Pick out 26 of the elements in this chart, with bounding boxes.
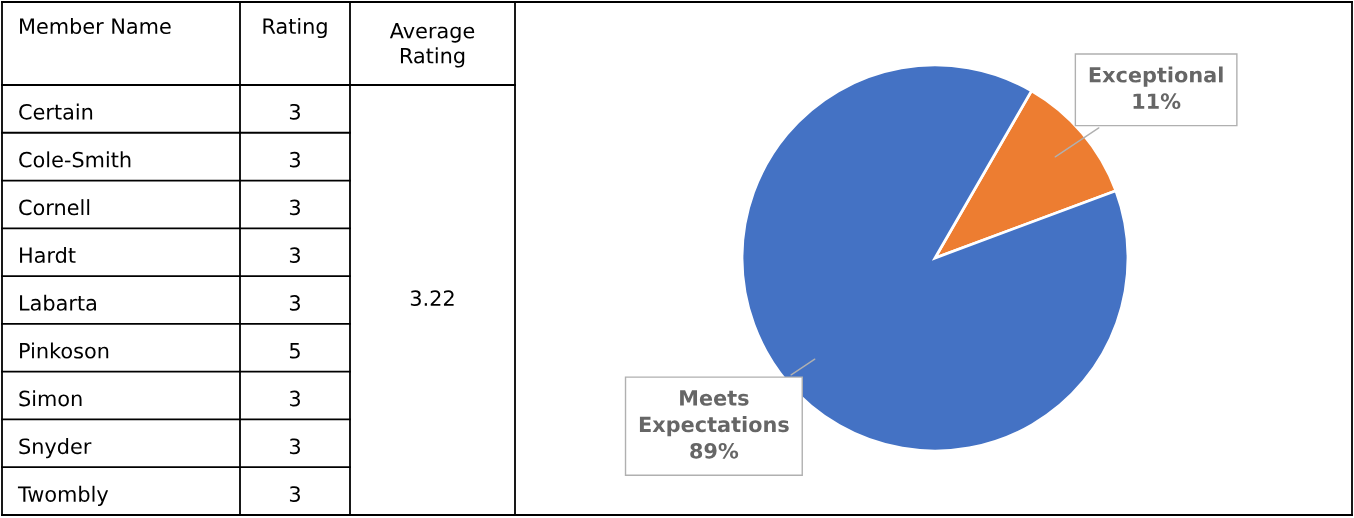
- data-label: 3: [289, 486, 300, 502]
- text: Average Rating: [389, 23, 475, 68]
- category-label: Hardt: [20, 246, 76, 264]
- slice-label: Meets Expectations: [639, 390, 789, 437]
- data-label: 3: [289, 438, 300, 455]
- category-label: Pinkoson: [20, 342, 109, 359]
- data-label: 11%: [1133, 93, 1181, 110]
- text: Member Name: [20, 17, 171, 35]
- data-label: 3: [289, 199, 300, 216]
- text: 3.22: [410, 290, 454, 307]
- data-label: 3: [289, 247, 300, 264]
- category-label: Certain: [19, 103, 93, 120]
- data-label: 89%: [690, 442, 739, 459]
- data-label: 3: [289, 151, 300, 168]
- text: Rating: [263, 17, 327, 39]
- category-label: Snyder: [19, 438, 92, 459]
- data-label: 3: [289, 390, 300, 407]
- category-label: Twombly: [17, 485, 109, 506]
- category-label: Cornell: [19, 199, 90, 216]
- category-label: Simon: [19, 390, 82, 407]
- data-label: 5: [289, 343, 300, 359]
- data-label: 3: [289, 295, 300, 311]
- category-label: Labarta: [20, 294, 96, 311]
- category-label: Cole-Smith: [19, 151, 131, 168]
- data-label: 3: [289, 103, 300, 120]
- slice-label: Exceptional: [1089, 66, 1223, 87]
